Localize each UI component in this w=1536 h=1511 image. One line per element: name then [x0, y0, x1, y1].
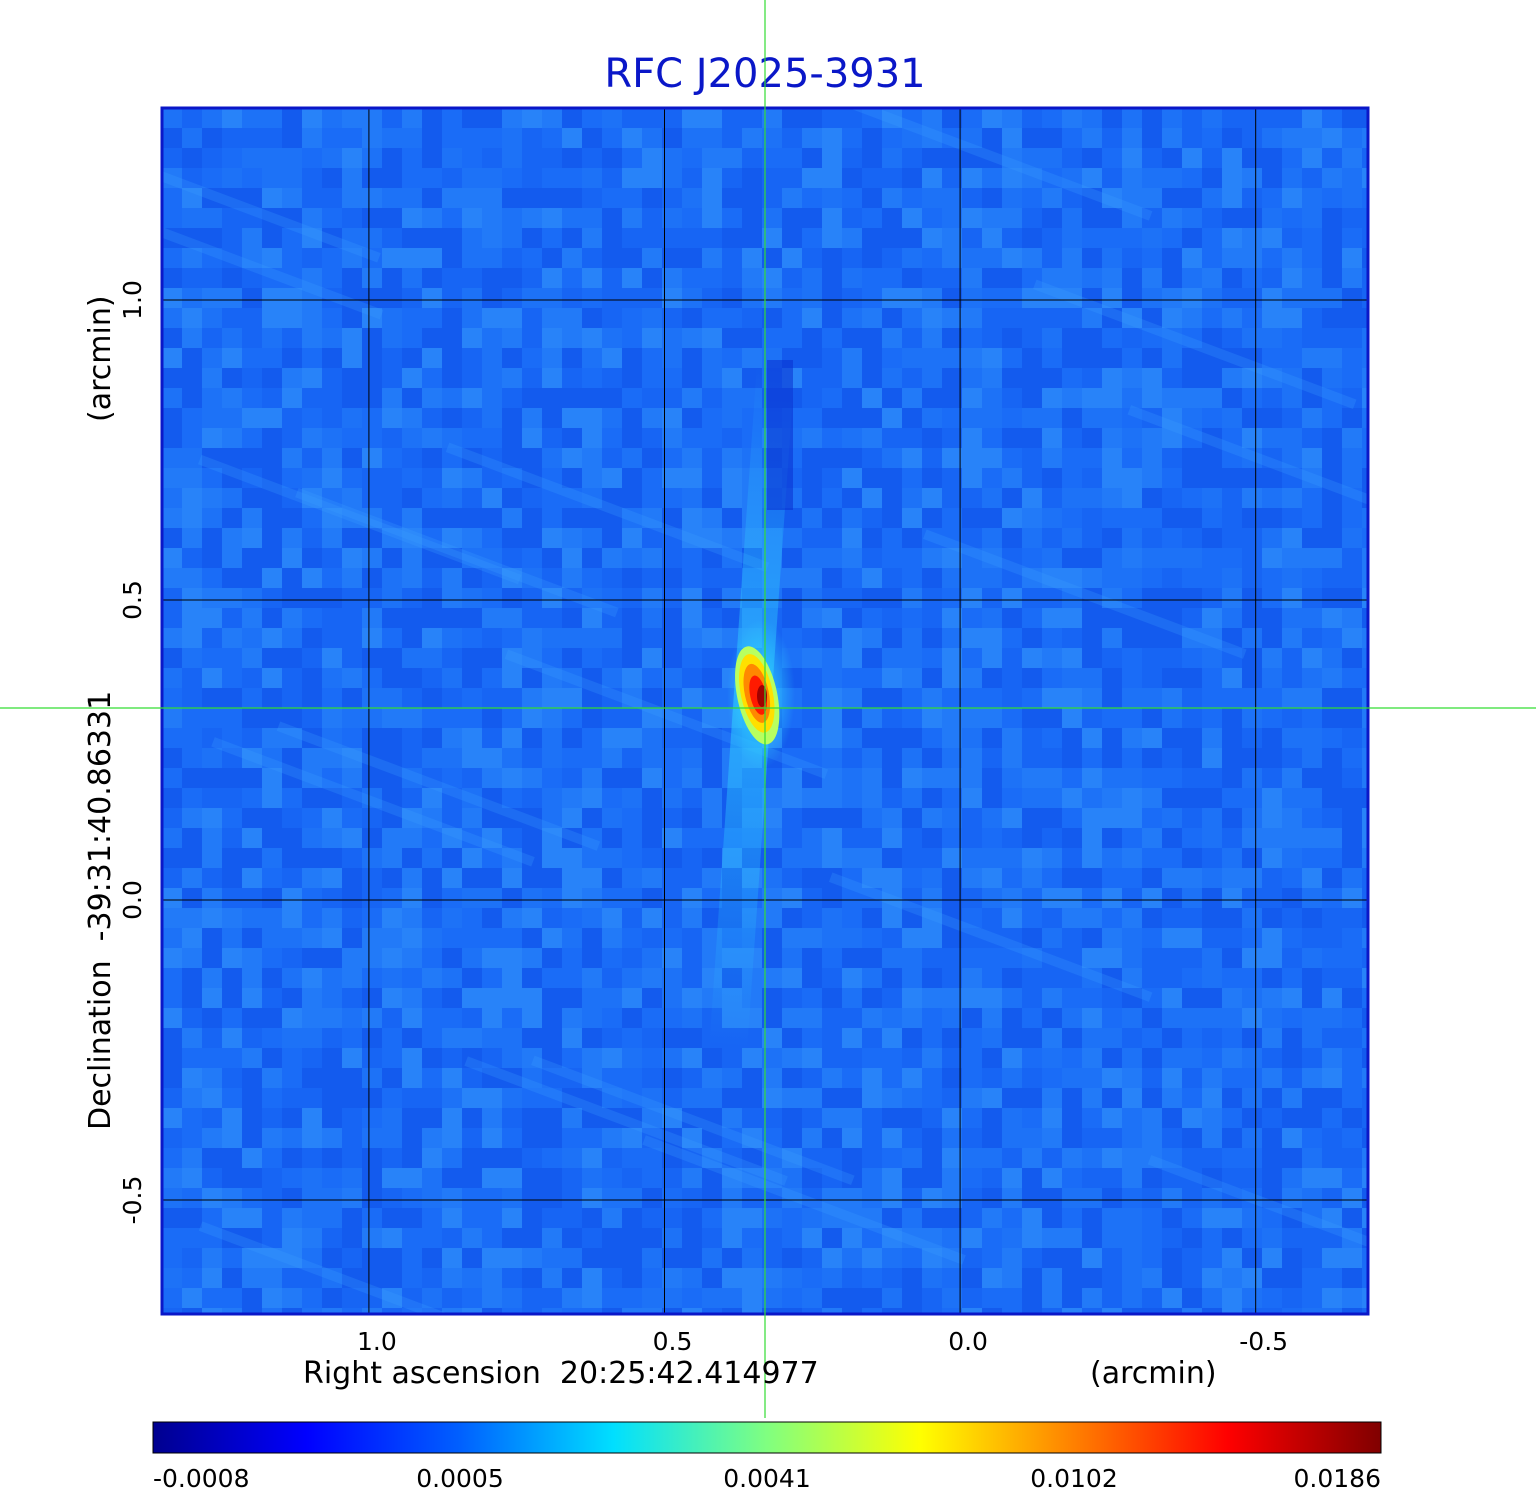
colorbar-tick-label: -0.0008 — [153, 1464, 250, 1493]
colorbar-tick-label: 0.0005 — [416, 1464, 503, 1493]
plot-area — [162, 108, 1368, 1314]
x-tick-label: 0.5 — [653, 1327, 693, 1356]
y-tick-label: 1.0 — [118, 280, 147, 320]
x-tick-label: 1.0 — [357, 1327, 397, 1356]
x-axis-label: Right ascension 20:25:42.414977 — [303, 1356, 819, 1391]
y-tick-label: 0.0 — [118, 880, 147, 920]
y-axis-unit: (arcmin) — [83, 295, 118, 422]
colorbar-tick-label: 0.0041 — [723, 1464, 810, 1493]
source-emission — [709, 360, 795, 1048]
crosshair — [0, 0, 1536, 1418]
colorbar-tick-label: 0.0102 — [1030, 1464, 1117, 1493]
x-tick-label: 0.0 — [948, 1327, 988, 1356]
y-tick-label: 0.5 — [118, 580, 147, 620]
noise-texture — [162, 108, 1368, 1314]
colorbar-tick-labels: -0.0008 0.0005 0.0041 0.0102 0.0186 — [153, 1464, 1381, 1493]
y-tick-label: -0.5 — [118, 1176, 147, 1225]
colorbar — [152, 1421, 1382, 1454]
x-tick-labels: 1.0 0.5 0.0 -0.5 — [357, 1327, 1288, 1356]
colorbar-tick-label: 0.0186 — [1294, 1464, 1381, 1493]
y-tick-labels: 1.0 0.5 0.0 -0.5 — [118, 280, 147, 1224]
x-tick-label: -0.5 — [1239, 1327, 1288, 1356]
x-axis-unit: (arcmin) — [1090, 1356, 1217, 1391]
y-axis-label: Declination -39:31:40.86331 — [83, 691, 118, 1130]
